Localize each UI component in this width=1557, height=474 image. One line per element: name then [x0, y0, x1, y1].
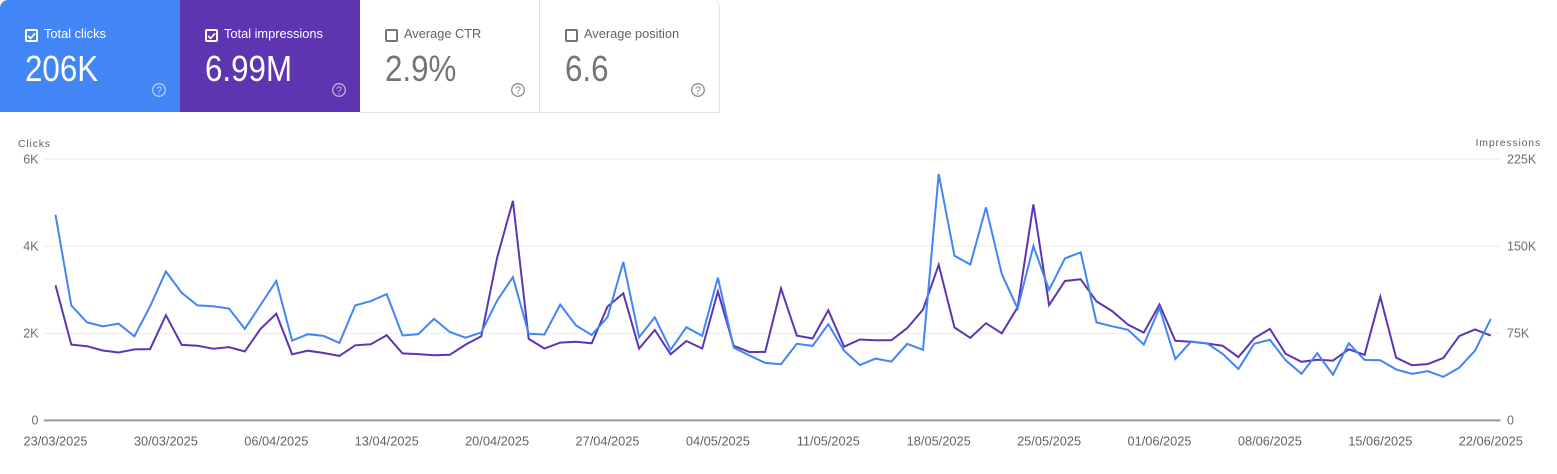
svg-text:11/05/2025: 11/05/2025 [797, 434, 860, 449]
svg-text:25/05/2025: 25/05/2025 [1017, 434, 1081, 449]
svg-text:?: ? [156, 85, 162, 97]
svg-text:2K: 2K [23, 327, 39, 341]
svg-text:22/06/2025: 22/06/2025 [1459, 434, 1523, 449]
svg-text:Clicks: Clicks [18, 138, 51, 150]
svg-text:Impressions: Impressions [1476, 137, 1541, 149]
svg-text:4K: 4K [23, 240, 39, 254]
svg-text:23/03/2025: 23/03/2025 [23, 434, 87, 449]
svg-text:27/04/2025: 27/04/2025 [575, 434, 639, 449]
svg-text:01/06/2025: 01/06/2025 [1127, 434, 1191, 449]
svg-text:30/03/2025: 30/03/2025 [134, 434, 198, 449]
svg-text:6K: 6K [23, 152, 39, 166]
svg-text:?: ? [515, 85, 521, 97]
svg-text:06/04/2025: 06/04/2025 [244, 434, 308, 449]
svg-text:?: ? [336, 85, 342, 97]
svg-text:0: 0 [1507, 414, 1514, 428]
svg-text:08/06/2025: 08/06/2025 [1238, 434, 1302, 449]
svg-text:150K: 150K [1507, 240, 1537, 254]
svg-text:15/06/2025: 15/06/2025 [1348, 434, 1412, 449]
svg-text:75K: 75K [1507, 327, 1530, 341]
svg-text:20/04/2025: 20/04/2025 [465, 434, 529, 449]
svg-text:04/05/2025: 04/05/2025 [686, 434, 750, 449]
svg-text:225K: 225K [1507, 152, 1537, 166]
svg-text:?: ? [695, 85, 701, 97]
svg-text:18/05/2025: 18/05/2025 [907, 434, 971, 449]
svg-text:13/04/2025: 13/04/2025 [355, 434, 419, 449]
svg-text:0: 0 [32, 414, 39, 428]
